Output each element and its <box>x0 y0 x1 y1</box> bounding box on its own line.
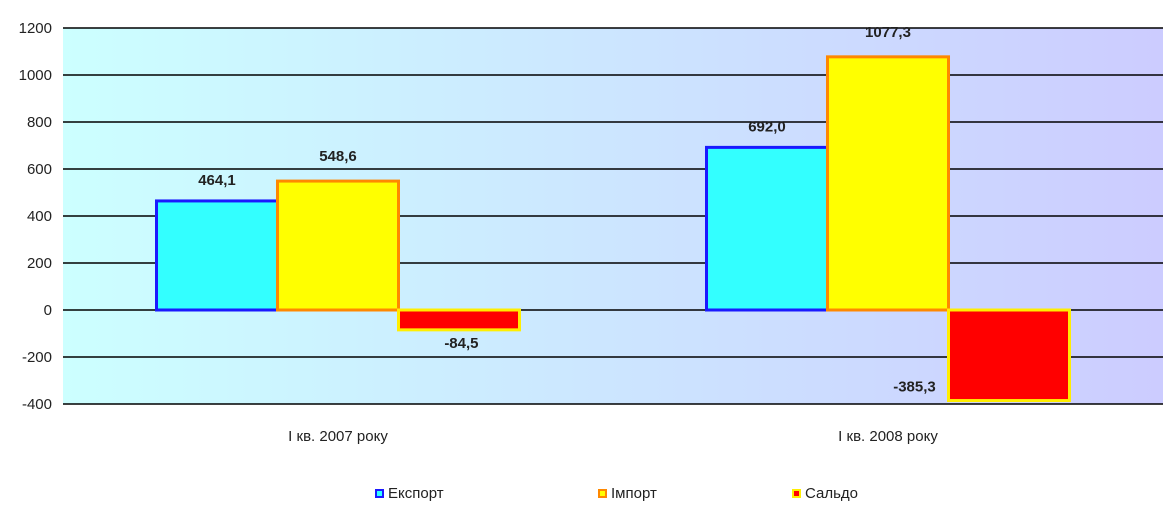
legend-label: Експорт <box>388 485 444 502</box>
category-label: І кв. 2007 року <box>288 428 388 445</box>
y-tick-label: -200 <box>22 349 52 366</box>
category-label: І кв. 2008 року <box>838 428 938 445</box>
bar-1-1 <box>155 199 279 312</box>
y-tick-label: 400 <box>27 208 52 225</box>
data-label: -84,5 <box>444 335 478 352</box>
legend-label: Імпорт <box>611 485 657 502</box>
legend: Експорт Імпорт Сальдо <box>0 485 1163 509</box>
category-labels: І кв. 2007 року І кв. 2008 року <box>288 428 938 445</box>
legend-item: Сальдо <box>792 485 858 502</box>
bar-3-1 <box>397 308 521 332</box>
y-tick-label: 200 <box>27 255 52 272</box>
data-label: 548,6 <box>319 148 357 165</box>
data-label: 464,1 <box>198 172 236 189</box>
data-label: -385,3 <box>893 379 936 396</box>
y-tick-label: 800 <box>27 114 52 131</box>
y-tick-label: 0 <box>44 302 52 319</box>
bar-2-2 <box>826 55 950 312</box>
data-label: 1077,3 <box>865 24 911 41</box>
bar-1-2 <box>705 145 829 312</box>
legend-item: Експорт <box>375 485 444 502</box>
bar-3-2 <box>947 308 1071 403</box>
legend-label: Сальдо <box>805 485 859 502</box>
legend-swatch <box>598 489 607 498</box>
bar-2-1 <box>276 179 400 312</box>
legend-swatch <box>792 489 801 498</box>
legend-swatch <box>375 489 384 498</box>
y-tick-label: -400 <box>22 396 52 413</box>
bars <box>155 55 1071 403</box>
data-labels: 464,1 548,6 -84,5 692,0 1077,3 -385,3 <box>198 24 936 396</box>
chart: 1200 1000 800 600 400 200 0 -200 -400 464,1 548,6… <box>19 20 1163 445</box>
y-tick-label: 1000 <box>19 67 52 84</box>
y-axis-ticks: 1200 1000 800 600 400 200 0 -200 -400 <box>19 20 52 413</box>
legend-item: Імпорт <box>598 485 657 502</box>
data-label: 692,0 <box>748 118 786 135</box>
y-tick-label: 1200 <box>19 20 52 37</box>
y-tick-label: 600 <box>27 161 52 178</box>
